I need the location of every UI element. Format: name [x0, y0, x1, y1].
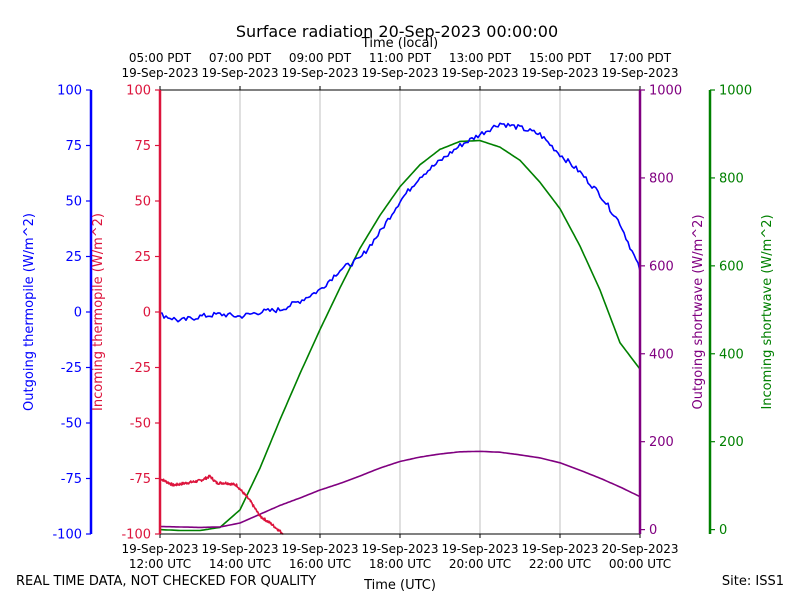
y-tick-label-out_thermo: -50 [61, 417, 82, 432]
x2-tick-label: 19-Sep-2023 [121, 66, 198, 80]
x-tick-label: 00:00 UTC [609, 557, 671, 571]
y-tick-label-out_thermo: 0 [74, 306, 82, 321]
y-tick-label-out_sw: 0 [649, 523, 657, 538]
y-tick-label-out_sw: 1000 [649, 84, 682, 99]
x-tick-label: 19-Sep-2023 [441, 542, 518, 556]
y-tick-label-in_sw: 0 [719, 523, 727, 538]
x-tick-label: 19-Sep-2023 [281, 542, 358, 556]
x-tick-label: 19-Sep-2023 [521, 542, 598, 556]
y-tick-label-in_thermo: 0 [143, 306, 151, 321]
y-tick-label-in_thermo: -75 [130, 472, 151, 487]
y-tick-label-out_thermo: -100 [52, 528, 82, 543]
x-tick-label: 22:00 UTC [529, 557, 591, 571]
y-tick-label-out_sw: 200 [649, 435, 674, 450]
y-tick-label-in_sw: 600 [719, 259, 744, 274]
y-tick-label-out_thermo: -75 [61, 472, 82, 487]
series-line-in_sw [159, 139, 641, 532]
series-group [159, 122, 641, 535]
y-axis-label-in_sw: Incoming shortwave (W/m^2) [760, 214, 775, 409]
y-tick-label-out_thermo: 50 [65, 195, 82, 210]
x-tick-label: 12:00 UTC [129, 557, 191, 571]
y-tick-label-in_sw: 400 [719, 347, 744, 362]
x2-tick-label: 09:00 PDT [289, 51, 352, 65]
y-axis-label-out_thermo: Outgoing thermopile (W/m^2) [22, 213, 37, 411]
x-tick-label: 19-Sep-2023 [361, 542, 438, 556]
x-tick-label: 19-Sep-2023 [121, 542, 198, 556]
y-tick-label-in_sw: 800 [719, 171, 744, 186]
y-tick-label-out_thermo: 25 [65, 250, 82, 265]
y-tick-label-in_thermo: 75 [134, 139, 151, 154]
x-axis-label: Time (UTC) [363, 578, 436, 593]
y-tick-label-out_sw: 400 [649, 347, 674, 362]
x2-tick-label: 15:00 PDT [529, 51, 592, 65]
x2-tick-label: 19-Sep-2023 [201, 66, 278, 80]
series-line-out_thermo [160, 122, 641, 323]
series-line-out_sw [159, 450, 641, 529]
y-tick-label-in_thermo: -100 [121, 528, 151, 543]
x2-tick-label: 19-Sep-2023 [521, 66, 598, 80]
x-tick-label: 19-Sep-2023 [201, 542, 278, 556]
y-tick-label-out_sw: 800 [649, 171, 674, 186]
y-axis-label-in_thermo: Incoming thermopile (W/m^2) [91, 213, 106, 411]
y-tick-label-out_sw: 600 [649, 259, 674, 274]
x2-tick-label: 19-Sep-2023 [441, 66, 518, 80]
series-line-in_thermo [159, 474, 284, 535]
x2-tick-label: 05:00 PDT [129, 51, 192, 65]
x-tick-label: 20-Sep-2023 [601, 542, 678, 556]
x-tick-label: 18:00 UTC [369, 557, 431, 571]
x-tick-label: 16:00 UTC [289, 557, 351, 571]
y-tick-label-out_thermo: -25 [61, 361, 82, 376]
y-tick-label-in_sw: 200 [719, 435, 744, 450]
x2-tick-label: 19-Sep-2023 [281, 66, 358, 80]
y-tick-label-in_thermo: 25 [134, 250, 151, 265]
quality-note: REAL TIME DATA, NOT CHECKED FOR QUALITY [16, 574, 317, 589]
y-tick-label-in_thermo: -25 [130, 361, 151, 376]
y-tick-label-in_thermo: -50 [130, 417, 151, 432]
x-tick-label: 20:00 UTC [449, 557, 511, 571]
y-tick-label-in_thermo: 100 [126, 84, 151, 99]
y-tick-label-out_thermo: 75 [65, 139, 82, 154]
y-tick-label-in_thermo: 50 [134, 195, 151, 210]
x2-tick-label: 07:00 PDT [209, 51, 272, 65]
y-tick-label-in_sw: 1000 [719, 84, 752, 99]
site-label: Site: ISS1 [721, 574, 784, 589]
x2-tick-label: 19-Sep-2023 [361, 66, 438, 80]
y-axis-label-out_sw: Outgoing shortwave (W/m^2) [691, 214, 706, 409]
x2-tick-label: 13:00 PDT [449, 51, 512, 65]
x2-tick-label: 11:00 PDT [369, 51, 432, 65]
y-tick-label-out_thermo: 100 [57, 84, 82, 99]
x-tick-label: 14:00 UTC [209, 557, 271, 571]
grid [159, 90, 641, 534]
x2-tick-label: 19-Sep-2023 [601, 66, 678, 80]
x2-tick-label: 17:00 PDT [609, 51, 672, 65]
chart-title: Surface radiation 20-Sep-2023 00:00:00 [236, 22, 558, 41]
top-axis-label: Time (local) [361, 36, 438, 51]
